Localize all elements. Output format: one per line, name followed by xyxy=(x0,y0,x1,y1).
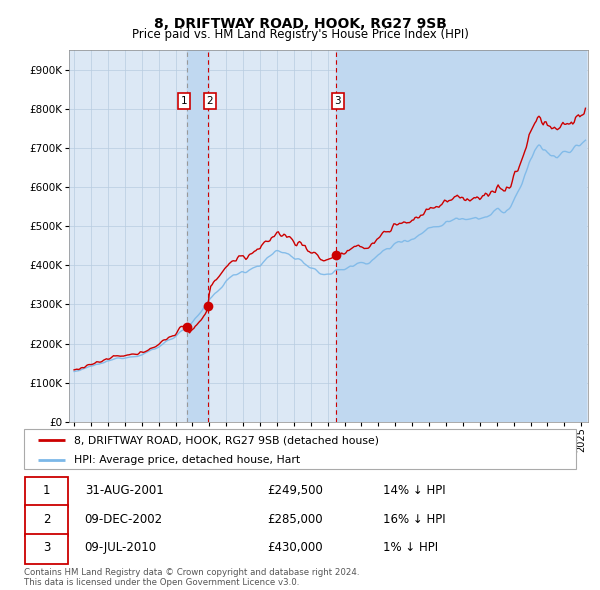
Bar xyxy=(337,50,586,422)
Text: Price paid vs. HM Land Registry's House Price Index (HPI): Price paid vs. HM Land Registry's House … xyxy=(131,28,469,41)
Text: £285,000: £285,000 xyxy=(267,513,323,526)
Text: Contains HM Land Registry data © Crown copyright and database right 2024.
This d: Contains HM Land Registry data © Crown c… xyxy=(24,568,359,587)
Text: £430,000: £430,000 xyxy=(267,541,323,554)
Text: HPI: Average price, detached house, Hart: HPI: Average price, detached house, Hart xyxy=(74,455,300,466)
Text: 2: 2 xyxy=(206,96,213,106)
Text: £249,500: £249,500 xyxy=(267,484,323,497)
Text: 1: 1 xyxy=(181,96,187,106)
Text: 3: 3 xyxy=(334,96,341,106)
FancyBboxPatch shape xyxy=(25,477,68,507)
Text: 8, DRIFTWAY ROAD, HOOK, RG27 9SB: 8, DRIFTWAY ROAD, HOOK, RG27 9SB xyxy=(154,17,446,31)
Text: 31-AUG-2001: 31-AUG-2001 xyxy=(85,484,163,497)
Text: 16% ↓ HPI: 16% ↓ HPI xyxy=(383,513,445,526)
FancyBboxPatch shape xyxy=(25,534,68,564)
Text: 3: 3 xyxy=(43,541,50,554)
Text: 1: 1 xyxy=(43,484,50,497)
Bar xyxy=(187,50,208,422)
Text: 09-DEC-2002: 09-DEC-2002 xyxy=(85,513,163,526)
Text: 8, DRIFTWAY ROAD, HOOK, RG27 9SB (detached house): 8, DRIFTWAY ROAD, HOOK, RG27 9SB (detach… xyxy=(74,435,379,445)
Text: 09-JUL-2010: 09-JUL-2010 xyxy=(85,541,157,554)
FancyBboxPatch shape xyxy=(25,506,68,536)
Text: 1% ↓ HPI: 1% ↓ HPI xyxy=(383,541,438,554)
Text: 14% ↓ HPI: 14% ↓ HPI xyxy=(383,484,445,497)
Text: 2: 2 xyxy=(43,513,50,526)
